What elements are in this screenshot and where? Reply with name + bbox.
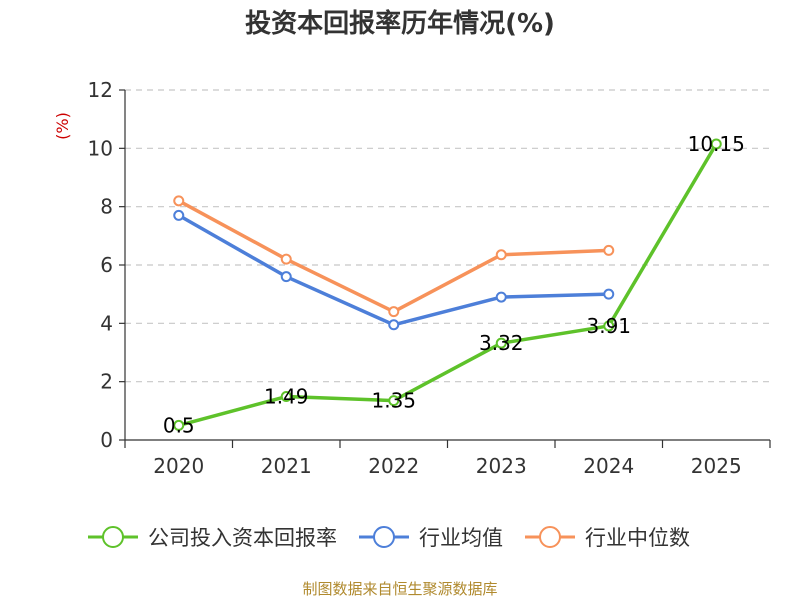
y-tick-labels: 0 2 4 6 8 10 12 <box>88 78 113 452</box>
series-0 <box>173 138 722 431</box>
data-point <box>603 320 615 332</box>
y-tick-label: 4 <box>100 311 113 335</box>
legend-swatch-marker <box>539 526 561 548</box>
x-tick-labels: 2020 2021 2022 2023 2024 2025 <box>153 454 741 478</box>
legend-item[interactable]: 公司投入资本回报率 <box>88 526 337 550</box>
data-point <box>388 319 400 331</box>
data-label: 1.35 <box>371 389 416 413</box>
data-label: 10.15 <box>688 132 745 156</box>
data-label: 3.91 <box>586 314 631 338</box>
series <box>173 138 722 431</box>
y-tick-label: 8 <box>100 195 113 219</box>
data-label: 1.49 <box>264 385 309 409</box>
data-point <box>388 306 400 318</box>
y-tick-label: 6 <box>100 253 113 277</box>
data-labels: 0.5 1.49 1.35 3.32 3.91 10.15 <box>163 132 745 437</box>
y-tick-label: 12 <box>88 78 113 102</box>
y-axis-unit: (%) <box>53 112 72 140</box>
data-point <box>280 271 292 283</box>
data-point <box>388 395 400 407</box>
data-point <box>603 244 615 256</box>
legend-label: 公司投入资本回报率 <box>148 526 337 550</box>
chart-title: 投资本回报率历年情况(%) <box>245 8 555 39</box>
series-1 <box>173 209 615 331</box>
y-tick-label: 0 <box>100 428 113 452</box>
footer-source: 制图数据来自恒生聚源数据库 <box>302 580 497 598</box>
series-line <box>177 142 718 428</box>
legend-swatch-marker <box>373 526 395 548</box>
series-2 <box>173 195 615 318</box>
x-tick-label: 2025 <box>691 454 742 478</box>
x-tick-label: 2024 <box>583 454 634 478</box>
y-tick-label: 10 <box>88 136 113 160</box>
data-point <box>173 195 185 207</box>
x-tick-label: 2022 <box>368 454 419 478</box>
data-point <box>173 419 185 431</box>
y-tick-label: 2 <box>100 370 113 394</box>
data-point <box>495 291 507 303</box>
legend-item[interactable]: 行业中位数 <box>525 526 690 550</box>
legend-swatch-marker <box>102 526 124 548</box>
data-point <box>603 288 615 300</box>
x-tick-label: 2020 <box>153 454 204 478</box>
data-point <box>280 391 292 403</box>
legend-item[interactable]: 行业均值 <box>359 526 503 550</box>
axes <box>119 89 771 448</box>
x-tick-label: 2021 <box>261 454 312 478</box>
data-label: 3.32 <box>479 331 524 355</box>
grid-lines <box>125 89 770 383</box>
data-point <box>495 337 507 349</box>
data-point <box>710 138 722 150</box>
legend-label: 行业中位数 <box>585 526 690 550</box>
legend-label: 行业均值 <box>419 526 503 550</box>
legend: 公司投入资本回报率 行业均值 行业中位数 <box>88 526 690 550</box>
x-tick-label: 2023 <box>476 454 527 478</box>
data-point <box>495 249 507 261</box>
data-label: 0.5 <box>163 413 195 437</box>
data-point <box>280 253 292 265</box>
data-point <box>173 209 185 221</box>
